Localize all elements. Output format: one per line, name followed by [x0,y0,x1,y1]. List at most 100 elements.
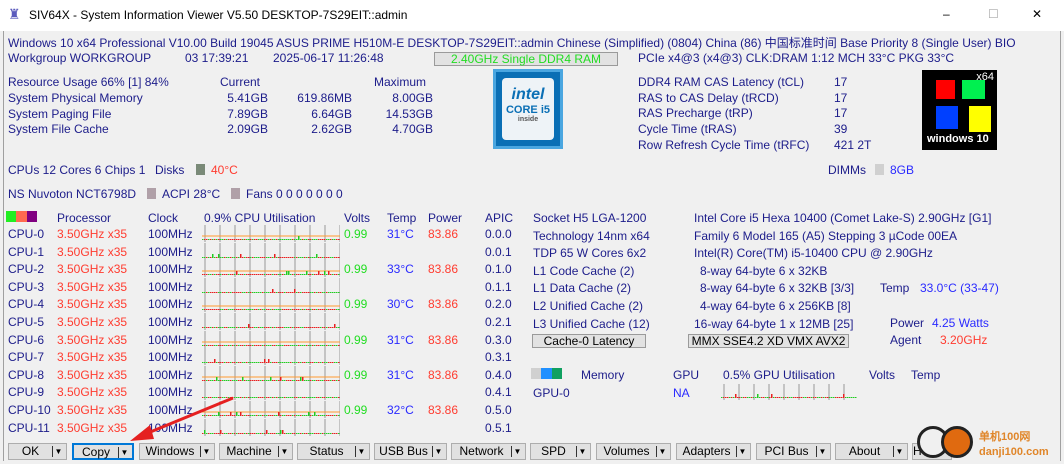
cache-latency-button[interactable]: Cache-0 Latency [532,334,646,348]
graph-sample [234,432,236,434]
graph-sample [807,397,809,398]
graph-sample [338,379,340,381]
button-about[interactable]: About ▼ [835,443,908,460]
graph-sample [302,309,304,311]
graph-sample [308,344,310,346]
cpu-apic: 0.5.0 [485,403,512,417]
graph-sample [232,327,234,328]
graph-sample [274,327,276,328]
graph-sample [256,239,258,240]
graph-sample [338,291,340,293]
cpu-power: 83.86 [428,297,459,312]
graph-sample [260,362,262,364]
graph-sample [216,415,218,416]
graph-sample [324,432,326,434]
dropdown-arrow-icon[interactable]: ▼ [816,446,828,457]
graph-sample [334,415,336,416]
graph-sample [240,239,242,240]
graph-sample [298,344,300,346]
graph-sample [322,274,324,276]
dropdown-arrow-icon[interactable]: ▼ [200,446,212,457]
dropdown-arrow-icon[interactable]: ▼ [511,446,523,457]
close-button[interactable]: ✕ [1032,7,1043,21]
dropdown-arrow-icon[interactable]: ▼ [736,446,748,457]
maximize-button[interactable]: ☐ [988,7,999,21]
graph-sample [202,432,204,434]
graph-sample [296,291,298,293]
graph-sample [332,415,334,416]
graph-sample [274,239,276,240]
graph-sample [206,274,208,276]
graph-sample [304,432,306,434]
button-usb-bus[interactable]: USB Bus ▼ [374,443,447,460]
graph-sample [729,397,731,398]
button-copy[interactable]: Copy ▼ [72,443,134,460]
graph-sample [212,239,214,240]
graph-sample [276,256,278,258]
dropdown-arrow-icon[interactable]: ▼ [118,447,130,458]
graph-sample [242,362,244,364]
graph-sample [318,397,320,399]
button-adapters[interactable]: Adapters ▼ [676,443,751,460]
button-windows[interactable]: Windows ▼ [139,443,215,460]
dropdown-arrow-icon[interactable]: ▼ [355,446,367,457]
graph-sample [318,327,320,328]
workgroup: Workgroup WORKGROUP [8,51,152,65]
graph-sample [238,415,240,416]
button-volumes[interactable]: Volumes ▼ [596,443,671,460]
dropdown-arrow-icon[interactable]: ▼ [656,446,668,457]
button-ok[interactable]: OK ▼ [8,443,67,460]
button-status[interactable]: Status ▼ [297,443,370,460]
dropdown-arrow-icon[interactable]: ▼ [278,446,290,457]
dropdown-arrow-icon[interactable]: ▼ [52,446,64,457]
graph-sample [294,379,296,381]
button-network[interactable]: Network ▼ [451,443,526,460]
window-title: SIV64X - System Information Viewer V5.50… [29,8,408,22]
dropdown-arrow-icon[interactable]: ▼ [893,446,905,457]
graph-sample [202,397,204,399]
graph-sample [238,274,240,276]
graph-sample [316,379,318,381]
graph-sample [336,432,338,434]
graph-sample [204,429,206,434]
dropdown-arrow-icon[interactable]: ▼ [576,446,588,457]
graph-sample [222,415,224,416]
graph-sample [338,415,340,416]
graph-sample [220,344,222,346]
cpu-info-right: Family 6 Model 165 (A5) Stepping 3 µCode… [694,228,958,243]
graph-sample [218,253,220,258]
graph-sample [292,344,294,346]
graph-sample [290,379,292,381]
dropdown-arrow-icon[interactable]: ▼ [432,446,444,457]
graph-sample [246,362,248,364]
graph-sample [254,256,256,258]
graph-sample [236,239,238,240]
graph-sample [298,256,300,258]
gpu-col-volts: Volts [869,368,896,382]
graph-sample [244,274,246,276]
graph-sample [310,274,312,276]
button-pci-bus[interactable]: PCI Bus ▼ [756,443,831,460]
main-panel [3,31,1061,461]
cpu-info-left: TDP 65 W Cores 6x2 [533,246,647,261]
graph-sample [228,274,230,276]
graph-sample [282,327,284,328]
graph-sample [334,309,336,311]
memory-type-box[interactable]: 2.40GHz Single DDR4 RAM [434,52,618,66]
graph-sample [298,415,300,416]
minimize-button[interactable]: – [943,7,950,21]
graph-sample [302,397,304,399]
graph-sample [306,256,308,258]
cpu-name: CPU-1 [8,244,45,259]
button-machine[interactable]: Machine ▼ [219,443,293,460]
cpu-info-left: L1 Code Cache (2) [533,263,635,278]
graph-sample [316,344,318,346]
graph-sample [304,379,306,381]
cpu-temp-label: Temp [880,281,910,295]
graph-sample [244,362,246,364]
graph-sample [222,362,224,364]
graph-sample [324,309,326,311]
graph-sample [210,362,212,364]
button-spd[interactable]: SPD ▼ [530,443,591,460]
graph-sample [334,344,336,346]
